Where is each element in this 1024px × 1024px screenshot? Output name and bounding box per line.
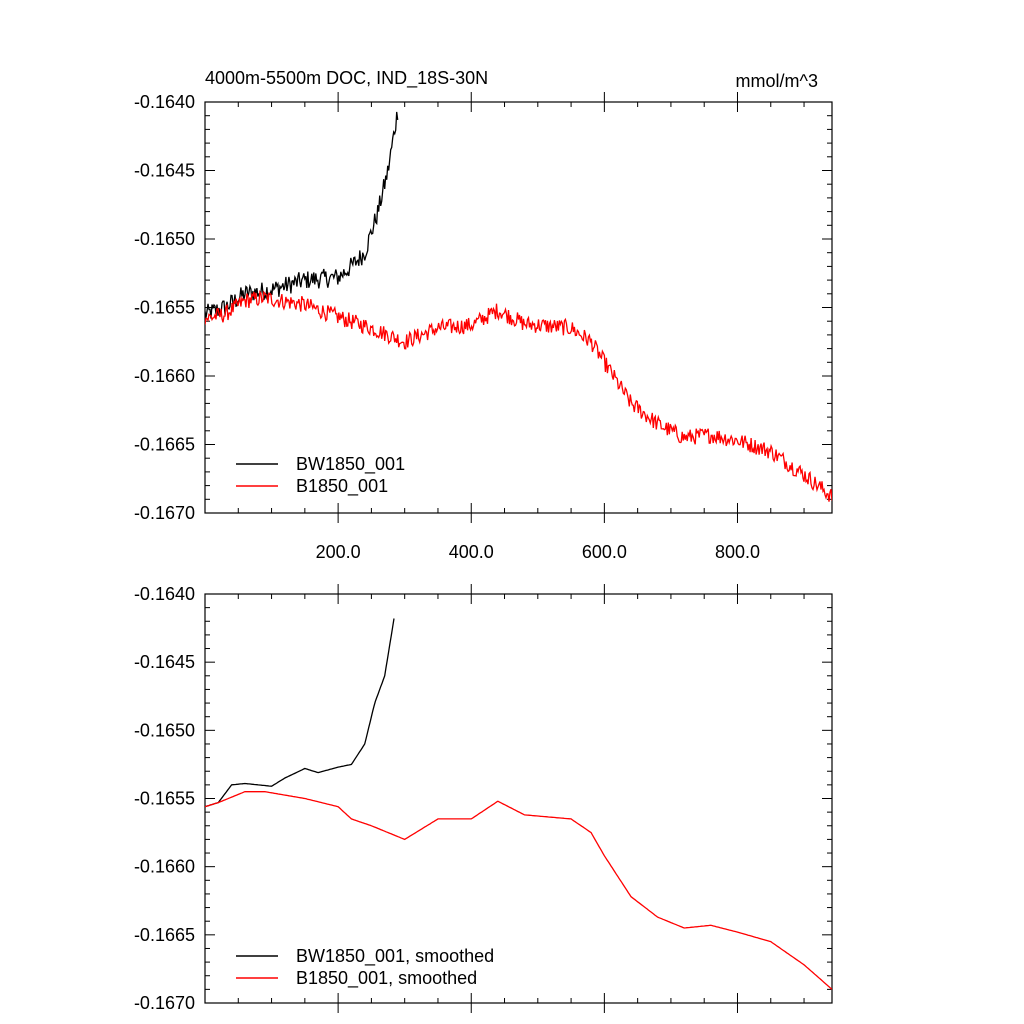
series-line-bw1850	[205, 111, 399, 319]
y-tick-label: -0.1640	[134, 584, 195, 604]
legend-label: BW1850_001, smoothed	[296, 946, 494, 967]
y-tick-label: -0.1665	[134, 435, 195, 455]
y-tick-label: -0.1645	[134, 161, 195, 181]
y-tick-label: -0.1665	[134, 925, 195, 945]
x-tick-label: 600.0	[582, 542, 627, 562]
y-tick-label: -0.1645	[134, 652, 195, 672]
y-tick-label: -0.1655	[134, 298, 195, 318]
x-tick-label: 200.0	[316, 542, 361, 562]
series-line-bw1850	[205, 618, 395, 808]
panel-smoothed: -0.1640 -0.1645 -0.1650 -0.1655 -0.1660 -0.16…	[134, 584, 833, 1013]
legend-label: B1850_001, smoothed	[296, 968, 477, 989]
plot-frame	[204, 101, 833, 514]
units-label: mmol/m^3	[736, 71, 818, 91]
legend-label: BW1850_001	[296, 454, 405, 475]
y-tick-label: -0.1650	[134, 720, 195, 740]
y-tick-label: -0.1650	[134, 229, 195, 249]
y-tick-label: -0.1660	[134, 366, 195, 386]
series-line-b1850	[205, 289, 832, 502]
y-tick-label: -0.1670	[134, 503, 195, 523]
panel-raw: -0.1640 -0.1645 -0.1650 -0.1655 -0.1660 -0.16…	[134, 92, 833, 562]
series-line-b1850	[205, 791, 832, 990]
y-tick-label: -0.1655	[134, 789, 195, 809]
y-tick-label: -0.1670	[134, 993, 195, 1013]
y-tick-label: -0.1640	[134, 92, 195, 112]
y-tick-label: -0.1660	[134, 857, 195, 877]
x-tick-label: 400.0	[449, 542, 494, 562]
x-tick-label: 800.0	[715, 542, 760, 562]
chart-title: 4000m-5500m DOC, IND_18S-30N	[205, 68, 488, 89]
legend-label: B1850_001	[296, 476, 388, 497]
plot-frame	[204, 593, 833, 1004]
